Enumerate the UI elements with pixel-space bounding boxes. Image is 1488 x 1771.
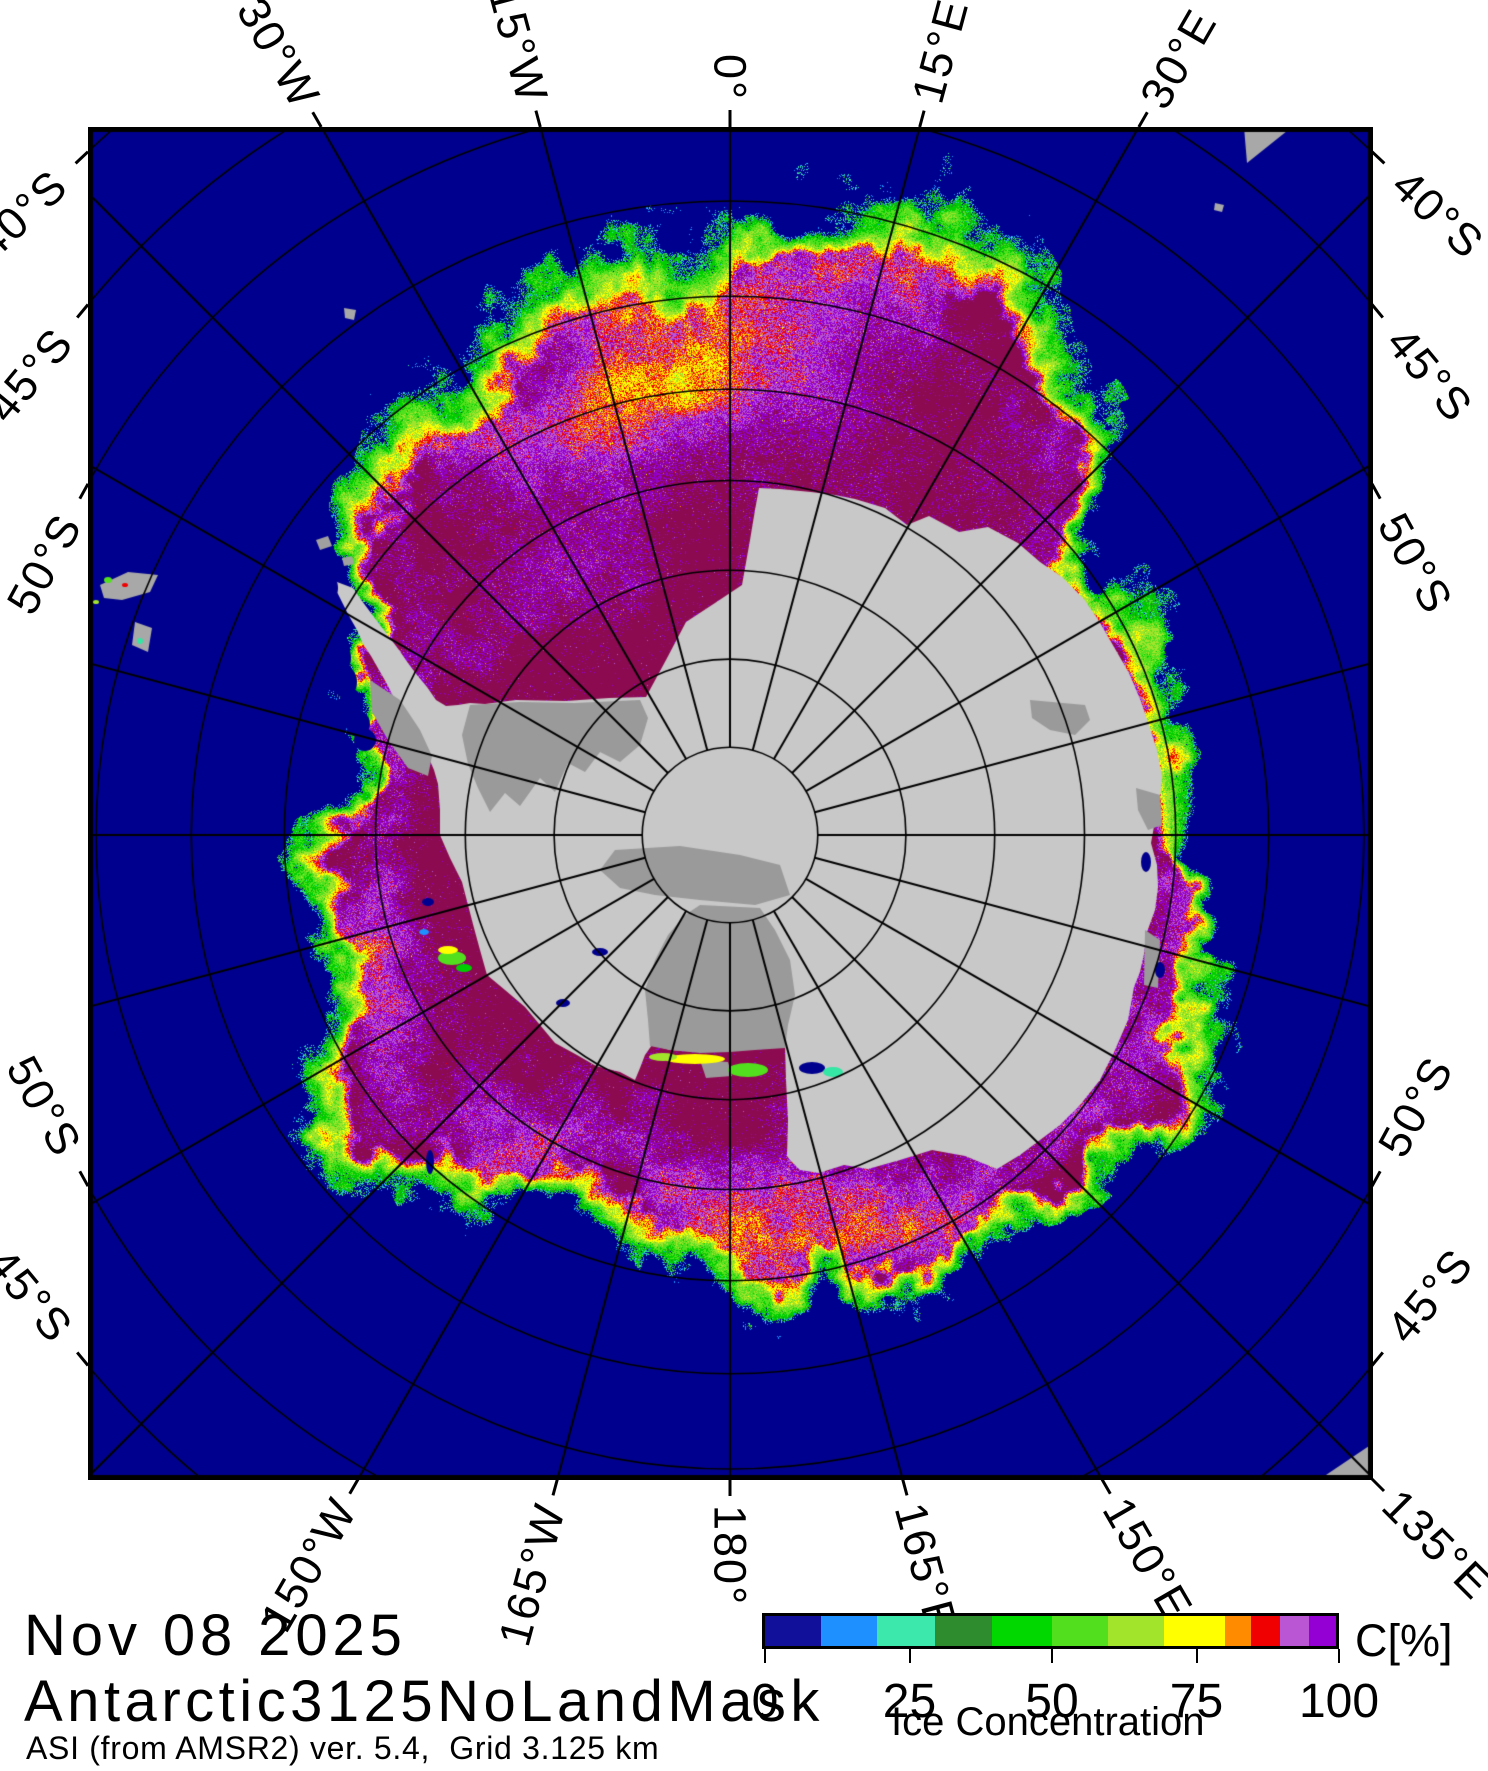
svg-text:30°E: 30°E	[1130, 0, 1227, 117]
svg-text:135°E: 135°E	[1372, 1479, 1488, 1609]
svg-text:150°E: 150°E	[1093, 1489, 1204, 1630]
svg-text:50°S: 50°S	[1368, 1048, 1464, 1166]
svg-text:45°S: 45°S	[1377, 318, 1484, 432]
svg-text:15°W: 15°W	[478, 0, 558, 108]
svg-text:0°: 0°	[705, 54, 756, 101]
svg-text:15°E: 15°E	[902, 0, 979, 108]
svg-text:180°: 180°	[705, 1505, 756, 1606]
svg-text:45°S: 45°S	[0, 1238, 83, 1352]
svg-text:45°S: 45°S	[1377, 1238, 1484, 1352]
svg-text:165°W: 165°W	[488, 1498, 575, 1652]
svg-text:50°S: 50°S	[0, 505, 92, 623]
svg-text:50°S: 50°S	[0, 1048, 92, 1166]
svg-text:40°S: 40°S	[0, 159, 78, 269]
svg-text:45°S: 45°S	[0, 318, 83, 432]
svg-text:40°S: 40°S	[1382, 159, 1488, 269]
svg-text:50°S: 50°S	[1368, 505, 1464, 623]
svg-text:30°W: 30°W	[227, 0, 330, 117]
